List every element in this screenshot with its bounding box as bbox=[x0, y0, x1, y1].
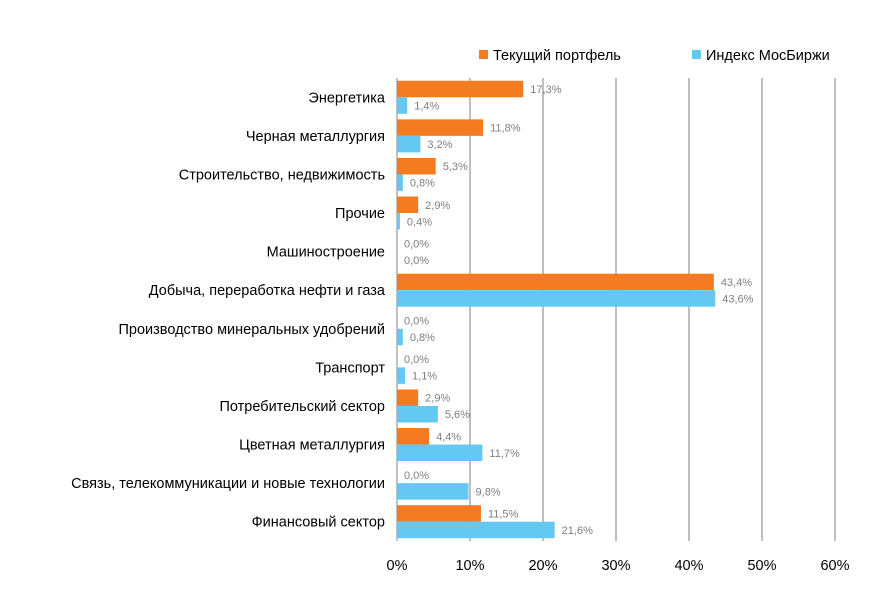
data-label: 5,6% bbox=[445, 409, 470, 421]
bar-current-portfolio bbox=[397, 119, 484, 136]
bar-moex-index bbox=[397, 97, 408, 114]
data-label: 17,3% bbox=[530, 84, 561, 96]
legend: Текущий портфель Индекс МосБиржи bbox=[479, 48, 830, 64]
bar-moex-index bbox=[397, 521, 555, 539]
legend-swatch-moex-index bbox=[692, 50, 701, 59]
data-label: 0,0% bbox=[404, 255, 429, 267]
data-label: 0,0% bbox=[404, 316, 429, 328]
legend-swatch-current-portfolio bbox=[479, 50, 488, 59]
data-label: 43,6% bbox=[722, 293, 753, 305]
grid-lines bbox=[396, 78, 836, 541]
data-label: 0,0% bbox=[404, 470, 429, 482]
bar-current-portfolio bbox=[397, 80, 524, 98]
x-tick-label: 10% bbox=[455, 558, 484, 574]
bars: 17,3% 1,4% 11,8% 3,2% 5,3% 0,8% 2,9% 0,4% 0,0% 0,… bbox=[397, 80, 754, 539]
data-label: 1,4% bbox=[414, 101, 439, 113]
category-label: Строительство, недвижимость bbox=[179, 167, 385, 183]
data-label: 0,4% bbox=[407, 216, 432, 228]
category-label: Энергетика bbox=[308, 90, 386, 106]
data-label: 0,0% bbox=[404, 238, 429, 250]
data-label: 1,1% bbox=[412, 371, 437, 383]
bar-moex-index bbox=[397, 174, 403, 191]
x-tick-label: 50% bbox=[747, 558, 776, 574]
category-label: Черная металлургия bbox=[246, 129, 385, 145]
x-tick-label: 60% bbox=[820, 558, 849, 574]
data-label: 0,0% bbox=[404, 354, 429, 366]
bar-current-portfolio bbox=[397, 273, 714, 291]
x-tick-label: 0% bbox=[387, 558, 408, 574]
bar-moex-index bbox=[397, 328, 403, 346]
bar-moex-index bbox=[397, 483, 469, 500]
data-label: 11,8% bbox=[490, 123, 521, 135]
category-label: Цветная металлургия bbox=[239, 438, 385, 454]
data-label: 4,4% bbox=[436, 431, 461, 443]
category-label: Добыча, переработка нефти и газа bbox=[149, 283, 386, 299]
bar-current-portfolio bbox=[397, 428, 430, 445]
data-label: 3,2% bbox=[427, 139, 452, 151]
bar-moex-index bbox=[397, 290, 716, 307]
bar-moex-index bbox=[397, 444, 483, 462]
category-label: Финансовый сектор bbox=[252, 515, 385, 531]
data-label: 21,6% bbox=[562, 525, 593, 537]
data-label: 0,8% bbox=[410, 178, 435, 190]
category-label: Производство минеральных удобрений bbox=[119, 322, 386, 338]
x-tick-labels: 0% 10% 20% 30% 40% 50% 60% bbox=[387, 558, 850, 574]
bar-current-portfolio bbox=[397, 196, 419, 214]
bar-moex-index bbox=[397, 367, 406, 384]
category-label: Связь, телекоммуникации и новые технолог… bbox=[71, 476, 385, 492]
data-label: 0,8% bbox=[410, 332, 435, 344]
bar-moex-index bbox=[397, 405, 438, 423]
category-label: Машиностроение bbox=[267, 245, 385, 261]
category-labels: Энергетика Черная металлургия Строительств… bbox=[71, 90, 386, 530]
data-label: 9,8% bbox=[476, 486, 501, 498]
category-label: Прочие bbox=[335, 206, 385, 222]
bar-current-portfolio bbox=[397, 389, 419, 406]
data-label: 43,4% bbox=[721, 277, 752, 289]
data-label: 2,9% bbox=[425, 200, 450, 212]
x-tick-label: 40% bbox=[674, 558, 703, 574]
data-label: 11,5% bbox=[488, 508, 519, 520]
bar-moex-index bbox=[397, 213, 400, 230]
category-label: Потребительский сектор bbox=[219, 399, 385, 415]
x-tick-label: 30% bbox=[601, 558, 630, 574]
category-label: Транспорт bbox=[315, 360, 385, 376]
legend-label-moex-index: Индекс МосБиржи bbox=[706, 48, 830, 64]
legend-label-current-portfolio: Текущий портфель bbox=[493, 48, 621, 64]
bar-current-portfolio bbox=[397, 157, 436, 175]
x-tick-label: 20% bbox=[528, 558, 557, 574]
data-label: 2,9% bbox=[425, 393, 450, 405]
bar-current-portfolio bbox=[397, 505, 481, 522]
bar-moex-index bbox=[397, 135, 421, 153]
data-label: 5,3% bbox=[443, 161, 468, 173]
data-label: 11,7% bbox=[489, 448, 520, 460]
